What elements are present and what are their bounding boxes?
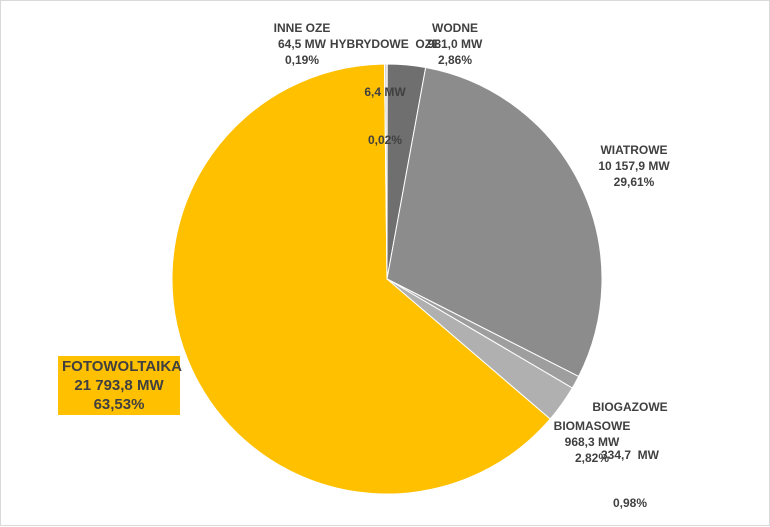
label-value: 981,0 MW xyxy=(418,36,492,52)
label-name: BIOMASOWE xyxy=(545,418,639,434)
label-fotowoltaika: FOTOWOLTAIKA 21 793,8 MW 63,53% xyxy=(58,356,180,415)
label-name: WIATROWE xyxy=(588,142,680,158)
label-name: WODNE xyxy=(418,20,492,36)
label-percent: 29,61% xyxy=(588,174,680,190)
label-percent: 0,98% xyxy=(578,495,682,511)
label-value: 21 793,8 MW xyxy=(62,376,176,395)
label-percent: 63,53% xyxy=(62,395,176,414)
label-wiatrowe: WIATROWE 10 157,9 MW 29,61% xyxy=(588,142,680,190)
label-value: 10 157,9 MW xyxy=(588,158,680,174)
label-name: BIOGAZOWE xyxy=(578,399,682,415)
label-wodne: WODNE 981,0 MW 2,86% xyxy=(418,20,492,68)
label-biomasowe: BIOMASOWE 968,3 MW 2,82% xyxy=(545,418,639,466)
label-percent: 2,86% xyxy=(418,52,492,68)
label-percent: 2,82% xyxy=(545,450,639,466)
label-value: 968,3 MW xyxy=(545,434,639,450)
label-percent: 0,02% xyxy=(328,132,442,148)
label-value: 6,4 MW xyxy=(328,84,442,100)
label-name: FOTOWOLTAIKA xyxy=(62,357,176,376)
